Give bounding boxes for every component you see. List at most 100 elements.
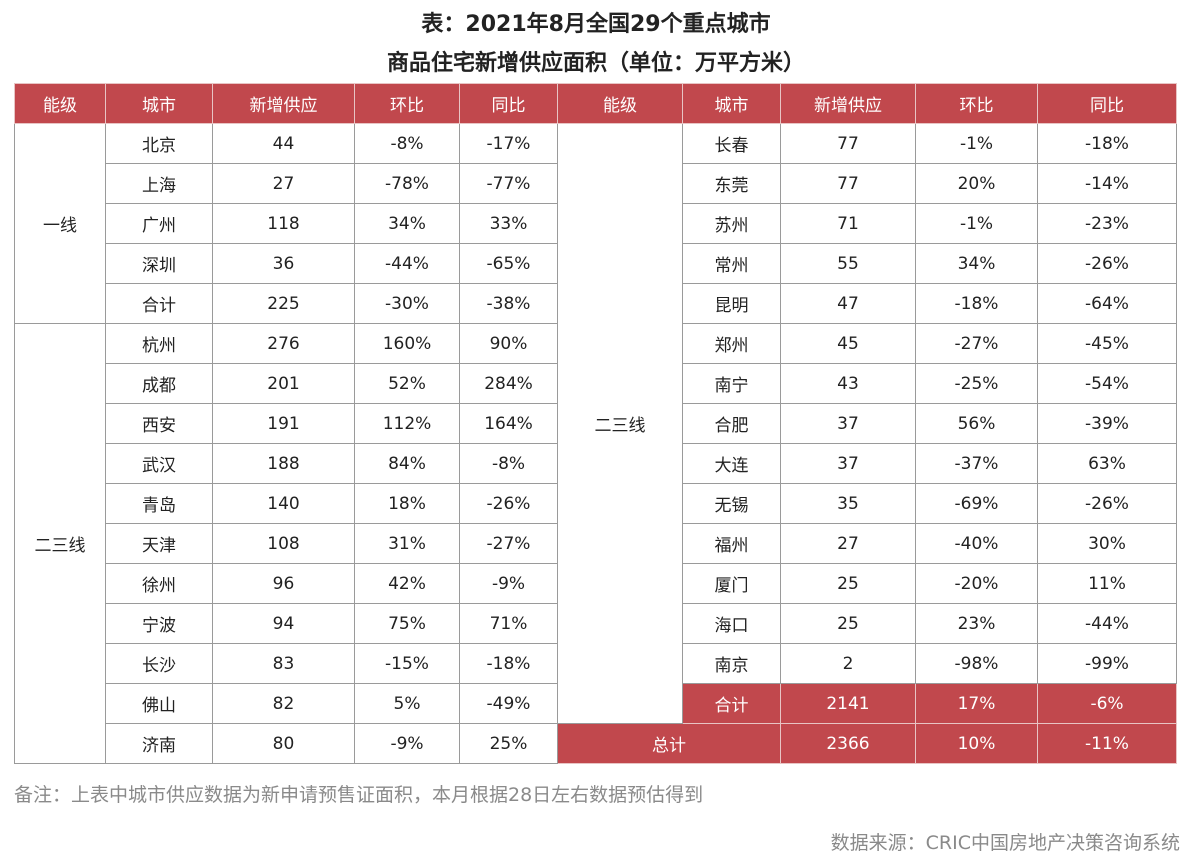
yoy: -9% bbox=[459, 563, 558, 604]
subtotal-city: 合计 bbox=[682, 683, 781, 724]
table-row: 天津 108 31% -27% 福州 27 -40% 30% bbox=[15, 523, 1177, 564]
city: 常州 bbox=[682, 243, 781, 284]
yoy: -18% bbox=[459, 643, 558, 684]
supply: 55 bbox=[780, 243, 916, 284]
city: 合肥 bbox=[682, 403, 781, 444]
supply: 36 bbox=[212, 243, 355, 284]
supply: 71 bbox=[780, 203, 916, 244]
yoy: -49% bbox=[459, 683, 558, 724]
tier: 一线 bbox=[14, 123, 106, 324]
supply: 77 bbox=[780, 123, 916, 164]
mom: -8% bbox=[354, 123, 460, 164]
mom: 20% bbox=[915, 163, 1038, 204]
supply: 140 bbox=[212, 483, 355, 524]
mom: -1% bbox=[915, 123, 1038, 164]
mom: 52% bbox=[354, 363, 460, 404]
mom: -98% bbox=[915, 643, 1038, 684]
supply: 94 bbox=[212, 603, 355, 644]
total-mom: 10% bbox=[915, 723, 1038, 764]
yoy: -18% bbox=[1037, 123, 1177, 164]
city: 武汉 bbox=[105, 443, 213, 484]
column-header: 环比 bbox=[915, 83, 1038, 124]
yoy: -14% bbox=[1037, 163, 1177, 204]
mom: -27% bbox=[915, 323, 1038, 364]
table-row: 合计 225 -30% -38% 昆明 47 -18% -64% bbox=[15, 283, 1177, 324]
supply: 37 bbox=[780, 443, 916, 484]
table-row: 深圳 36 -44% -65% 常州 55 34% -26% bbox=[15, 243, 1177, 284]
total-yoy: -11% bbox=[1037, 723, 1177, 764]
column-header: 能级 bbox=[557, 83, 683, 124]
supply: 108 bbox=[212, 523, 355, 564]
mom: 75% bbox=[354, 603, 460, 644]
column-header: 新增供应 bbox=[780, 83, 916, 124]
table-row: 徐州 96 42% -9% 厦门 25 -20% 11% bbox=[15, 563, 1177, 604]
yoy: -8% bbox=[459, 443, 558, 484]
city: 西安 bbox=[105, 403, 213, 444]
yoy: 63% bbox=[1037, 443, 1177, 484]
city: 厦门 bbox=[682, 563, 781, 604]
column-header: 能级 bbox=[14, 83, 106, 124]
yoy: -17% bbox=[459, 123, 558, 164]
tier: 二三线 bbox=[14, 323, 106, 764]
table-row: 宁波 94 75% 71% 海口 25 23% -44% bbox=[15, 603, 1177, 644]
mom: -30% bbox=[354, 283, 460, 324]
mom: 42% bbox=[354, 563, 460, 604]
city: 大连 bbox=[682, 443, 781, 484]
city: 佛山 bbox=[105, 683, 213, 724]
mom: 34% bbox=[354, 203, 460, 244]
yoy: 25% bbox=[459, 723, 558, 764]
supply: 27 bbox=[780, 523, 916, 564]
mom: -9% bbox=[354, 723, 460, 764]
mom: 31% bbox=[354, 523, 460, 564]
yoy: -54% bbox=[1037, 363, 1177, 404]
city: 徐州 bbox=[105, 563, 213, 604]
yoy: 71% bbox=[459, 603, 558, 644]
table-row: 西安 191 112% 164% 合肥 37 56% -39% bbox=[15, 403, 1177, 444]
table-row: 广州 118 34% 33% 苏州 71 -1% -23% bbox=[15, 203, 1177, 244]
mom: -20% bbox=[915, 563, 1038, 604]
mom: 5% bbox=[354, 683, 460, 724]
yoy: -44% bbox=[1037, 603, 1177, 644]
yoy: -27% bbox=[459, 523, 558, 564]
supply: 45 bbox=[780, 323, 916, 364]
table-row: 二三线 杭州 276 160% 90% 郑州 45 -27% -45% bbox=[14, 323, 1177, 764]
mom: 160% bbox=[354, 323, 460, 364]
mom: 84% bbox=[354, 443, 460, 484]
yoy: -39% bbox=[1037, 403, 1177, 444]
yoy: 11% bbox=[1037, 563, 1177, 604]
city: 深圳 bbox=[105, 243, 213, 284]
total-supply: 2366 bbox=[780, 723, 916, 764]
mom: -25% bbox=[915, 363, 1038, 404]
tier: 二三线 bbox=[557, 123, 683, 724]
mom: -78% bbox=[354, 163, 460, 204]
subtotal-yoy: -6% bbox=[1037, 683, 1177, 724]
column-header: 同比 bbox=[1037, 83, 1177, 124]
mom: -40% bbox=[915, 523, 1038, 564]
supply: 25 bbox=[780, 603, 916, 644]
yoy: -64% bbox=[1037, 283, 1177, 324]
note: 备注：上表中城市供应数据为新申请预售证面积，本月根据28日左右数据预估得到 bbox=[14, 784, 704, 806]
subtotal-supply: 2141 bbox=[780, 683, 916, 724]
yoy: 33% bbox=[459, 203, 558, 244]
yoy: 90% bbox=[459, 323, 558, 364]
city: 海口 bbox=[682, 603, 781, 644]
column-header: 环比 bbox=[354, 83, 460, 124]
supply: 37 bbox=[780, 403, 916, 444]
supply: 201 bbox=[212, 363, 355, 404]
mom: 18% bbox=[354, 483, 460, 524]
city: 青岛 bbox=[105, 483, 213, 524]
mom: 56% bbox=[915, 403, 1038, 444]
city: 广州 bbox=[105, 203, 213, 244]
city: 济南 bbox=[105, 723, 213, 764]
yoy: -77% bbox=[459, 163, 558, 204]
city: 宁波 bbox=[105, 603, 213, 644]
yoy: -26% bbox=[1037, 243, 1177, 284]
city: 合计 bbox=[105, 283, 213, 324]
table-row: 成都 201 52% 284% 南宁 43 -25% -54% bbox=[15, 363, 1177, 404]
mom: 34% bbox=[915, 243, 1038, 284]
yoy: -45% bbox=[1037, 323, 1177, 364]
mom: -15% bbox=[354, 643, 460, 684]
total-city: 总计 bbox=[557, 723, 781, 764]
column-header: 城市 bbox=[682, 83, 781, 124]
